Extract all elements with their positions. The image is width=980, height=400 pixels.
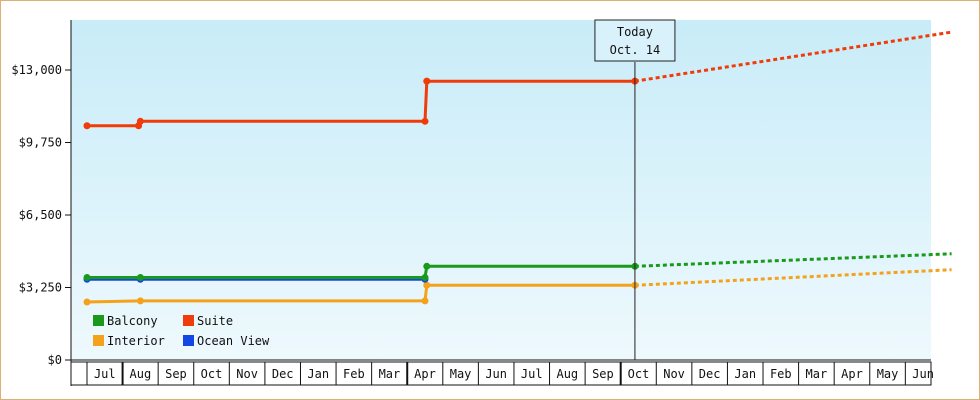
- x-tick-label: Jun: [485, 367, 507, 381]
- x-tick-label: Mar: [806, 367, 828, 381]
- series-layer: [83, 30, 952, 306]
- x-tick-label: Nov: [663, 367, 685, 381]
- x-tick-label: Feb: [343, 367, 365, 381]
- legend: Balcony Suite Interior Ocean View: [93, 314, 270, 348]
- data-point-interior: [421, 297, 429, 305]
- legend-swatch-interior: [93, 335, 104, 346]
- today-date: Oct. 14: [610, 43, 661, 57]
- x-axis-box: [70, 361, 932, 386]
- x-tick-label: Mar: [379, 367, 401, 381]
- data-point-balcony: [421, 273, 429, 281]
- y-tick-label: $6,500: [19, 208, 62, 222]
- x-tick-label: Feb: [770, 367, 792, 381]
- x-tick-label: Oct: [628, 367, 650, 381]
- x-tick-label: Apr: [414, 367, 436, 381]
- data-point-interior: [136, 297, 144, 305]
- x-tick-label: Sep: [165, 367, 187, 381]
- x-tick-label: Jul: [94, 367, 116, 381]
- x-tick-label: Apr: [841, 367, 863, 381]
- legend-swatch-suite: [183, 315, 194, 326]
- x-tick-label: Dec: [272, 367, 294, 381]
- legend-swatch-balcony: [93, 315, 104, 326]
- x-tick-label: Aug: [556, 367, 578, 381]
- series-projection-interior: [634, 268, 952, 287]
- x-tick-label: Aug: [130, 367, 152, 381]
- y-tick-label: $13,000: [11, 63, 62, 77]
- plot-area: [71, 20, 931, 360]
- x-tick-label: Nov: [236, 367, 258, 381]
- legend-label-suite: Suite: [197, 314, 233, 328]
- x-tick-label: May: [877, 367, 899, 381]
- today-marker: Today Oct. 14: [594, 19, 676, 360]
- data-point-interior: [83, 298, 91, 306]
- x-tick-label: Dec: [699, 367, 721, 381]
- data-point-suite: [421, 117, 429, 125]
- x-tick-label: Jan: [734, 367, 756, 381]
- data-point-balcony: [83, 273, 91, 281]
- today-label: Today: [617, 25, 653, 39]
- legend-label-interior: Interior: [107, 334, 165, 348]
- data-point-suite: [423, 77, 431, 85]
- x-tick-label: Jun: [912, 367, 934, 381]
- series-line-suite: [87, 79, 635, 128]
- x-tick-label: Jul: [521, 367, 543, 381]
- data-point-interior: [423, 281, 431, 289]
- legend-label-ocean-view: Ocean View: [197, 334, 270, 348]
- legend-swatch-ocean-view: [183, 335, 194, 346]
- series-projection-balcony: [634, 252, 952, 268]
- y-tick-label: $3,250: [19, 281, 62, 295]
- series-projection-suite: [634, 30, 952, 83]
- axes: $0 $3,250 $6,500 $9,750 $13,000 Jul Aug Sep Oct N…: [11, 20, 934, 386]
- data-point-suite: [136, 117, 144, 125]
- x-tick-label: Sep: [592, 367, 614, 381]
- data-point-suite: [83, 122, 91, 130]
- today-box: [594, 19, 676, 62]
- legend-label-balcony: Balcony: [107, 314, 158, 328]
- y-tick-label: $9,750: [19, 136, 62, 150]
- x-tick-label: Oct: [201, 367, 223, 381]
- y-tick-label: $0: [48, 353, 62, 367]
- data-point-balcony: [136, 273, 144, 281]
- x-tick-label: Jan: [307, 367, 329, 381]
- x-tick-label: May: [450, 367, 472, 381]
- data-point-balcony: [423, 262, 431, 270]
